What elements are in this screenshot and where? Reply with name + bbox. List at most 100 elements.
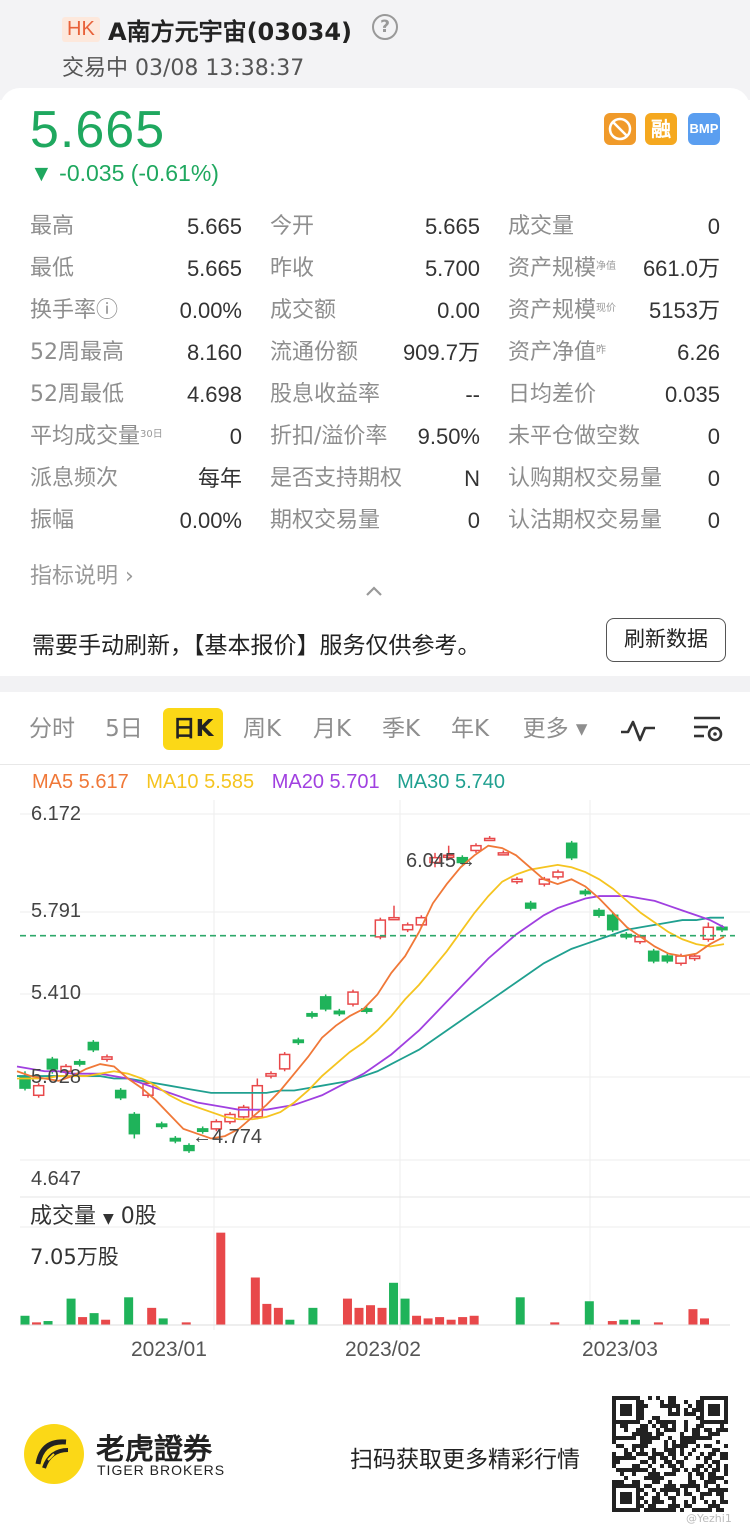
volume-bar	[342, 1298, 352, 1325]
volume-bar	[308, 1307, 318, 1325]
volume-bar	[435, 1317, 445, 1325]
margin-badge[interactable]: 融	[645, 113, 677, 145]
candle-body	[415, 916, 428, 926]
volume-max-label: 7.05万股	[30, 1245, 119, 1269]
wave-icon[interactable]	[618, 714, 658, 746]
stats-row: 52周最低 4.698 股息收益率 -- 日均差价 0.035	[30, 376, 722, 418]
chevron-up-icon[interactable]	[363, 580, 385, 602]
stat-label: 昨收	[270, 256, 315, 281]
x-tick-label: 2023/03	[582, 1338, 658, 1361]
tab-weekly-k[interactable]: 周K	[242, 716, 282, 742]
stat-value: 0	[229, 424, 242, 449]
stat-label: 流通份额	[270, 340, 359, 365]
price-change: ▼ -0.035 (-0.61%)	[30, 160, 219, 186]
scan-tagline: 扫码获取更多精彩行情	[350, 1447, 580, 1473]
volume-bar	[458, 1317, 468, 1325]
stat-value: 5.665	[424, 214, 480, 239]
volume-bar	[412, 1315, 422, 1325]
volume-bar	[584, 1301, 594, 1325]
tab-more[interactable]: 更多 ▾	[522, 716, 588, 742]
ma5-label: MA5 5.617	[32, 771, 129, 793]
triangle-down-icon: ▼	[103, 1211, 114, 1227]
volume-bar	[158, 1318, 168, 1325]
candle-body	[374, 919, 387, 938]
stats-row: 平均成交量30日 0 折扣/溢价率 9.50% 未平仓做空数 0	[30, 418, 722, 460]
stat-label: 振幅	[30, 508, 75, 533]
stat-label: 折扣/溢价率	[270, 424, 388, 449]
candle-body	[620, 933, 633, 938]
volume-header[interactable]: 成交量 ▼ 0股	[30, 1198, 157, 1230]
volume-bar	[354, 1307, 364, 1325]
question-icon[interactable]: ?	[372, 14, 398, 40]
stats-row: 最低 5.665 昨收 5.700 资产规模净值 661.0万	[30, 250, 722, 292]
stat-label: 最高	[30, 214, 75, 239]
candle-body	[661, 955, 674, 962]
stat-value: 0	[707, 466, 720, 491]
candle-body	[647, 950, 660, 962]
tab-daily-k[interactable]: 日K	[163, 708, 223, 750]
y-tick-label: 5.410	[31, 982, 82, 1004]
candle-body	[292, 1039, 305, 1044]
volume-bar	[101, 1319, 111, 1325]
quote-card	[0, 88, 750, 678]
low-marker: ←4.774	[192, 1126, 262, 1148]
stat-value: 0.00%	[179, 508, 242, 533]
candle-body	[675, 955, 687, 965]
tab-5day[interactable]: 5日	[105, 716, 143, 742]
volume-bar	[273, 1307, 283, 1325]
settings-icon[interactable]	[690, 712, 726, 746]
tiger-logo-icon	[24, 1424, 84, 1484]
candle-body	[333, 1010, 346, 1015]
candle-body	[142, 1082, 154, 1097]
candle-body	[470, 844, 482, 852]
volume-bar	[181, 1322, 191, 1325]
volume-bar	[262, 1303, 272, 1325]
y-tick-label: 6.172	[31, 803, 82, 825]
bmp-badge[interactable]: BMP	[688, 113, 720, 145]
candle-body	[19, 1075, 31, 1089]
candle-body	[114, 1089, 127, 1099]
indicator-explanation-link[interactable]: 指标说明 ›	[30, 564, 134, 589]
ma-legend: MA5 5.617 MA10 5.585 MA20 5.701 MA30 5.7…	[32, 771, 517, 794]
stats-row: 派息频次 每年 是否支持期权 N 认购期权交易量 0	[30, 460, 722, 502]
stat-label: 认购期权交易量	[508, 466, 663, 491]
volume-bar	[423, 1318, 433, 1325]
stat-value: --	[465, 382, 480, 407]
tab-yearly-k[interactable]: 年K	[450, 716, 490, 742]
stat-value: 0	[707, 508, 720, 533]
watermark: @Yezhi1	[686, 1512, 732, 1525]
volume-bar	[630, 1319, 640, 1325]
candle-body	[347, 991, 359, 1005]
stat-label: 资产净值昨	[508, 340, 607, 365]
stat-value: 5.665	[186, 256, 242, 281]
period-tabs: 分时 5日 日K 周K 月K 季K 年K 更多 ▾	[0, 700, 750, 760]
candle-body	[265, 1072, 277, 1077]
refresh-data-button[interactable]: 刷新数据	[606, 618, 726, 662]
candle-body	[196, 1128, 209, 1133]
volume-bar	[147, 1307, 157, 1325]
y-tick-label: 5.791	[31, 900, 82, 922]
stat-value: 6.26	[677, 340, 720, 365]
stat-value: 0.00%	[179, 298, 242, 323]
volume-bar	[688, 1309, 698, 1325]
stat-label: 最低	[30, 256, 75, 281]
tab-monthly-k[interactable]: 月K	[312, 716, 352, 742]
current-price: 5.665	[30, 101, 166, 159]
volume-bar	[653, 1322, 663, 1325]
candle-body	[497, 852, 510, 856]
tab-intraday[interactable]: 分时	[29, 716, 75, 742]
stat-value: 5.700	[424, 256, 480, 281]
candle-body	[87, 1041, 100, 1051]
candle-body	[210, 1120, 223, 1130]
candle-body	[716, 926, 728, 931]
ma30-label: MA30 5.740	[397, 771, 505, 793]
tab-quarterly-k[interactable]: 季K	[381, 716, 421, 742]
candle-body	[634, 936, 646, 943]
stats-row: 换手率ⓘ 0.00% 成交额 0.00 资产规模现价 5153万	[30, 292, 722, 334]
stat-value: N	[464, 466, 480, 491]
volume-bar	[78, 1317, 88, 1325]
volume-label: 成交量	[30, 1204, 97, 1229]
stat-value: 0.035	[664, 382, 720, 407]
volume-bar	[66, 1298, 76, 1325]
no-short-badge[interactable]	[604, 113, 636, 145]
